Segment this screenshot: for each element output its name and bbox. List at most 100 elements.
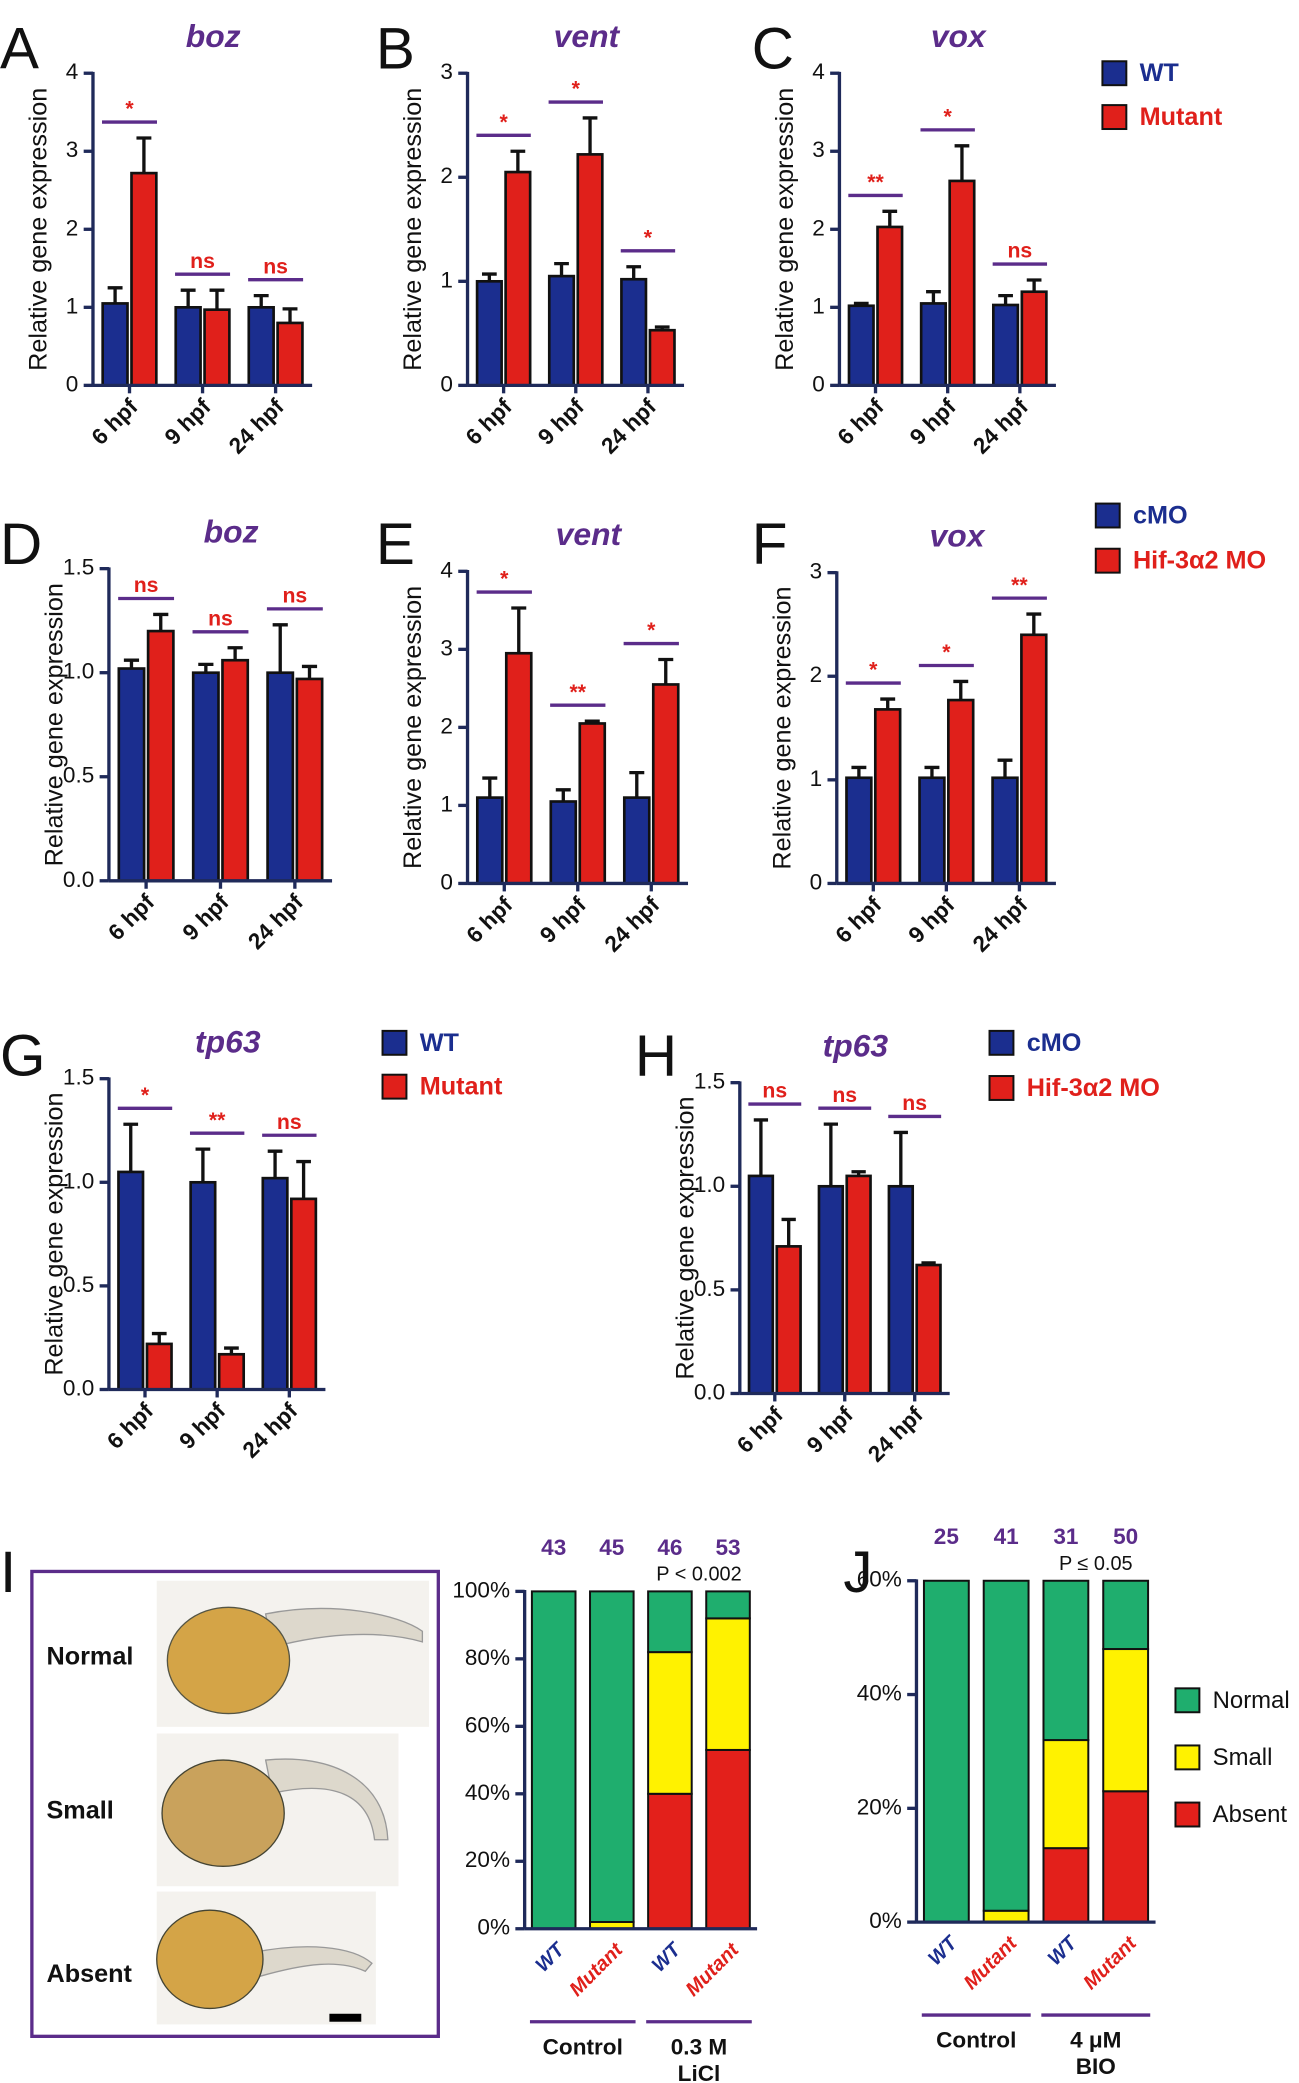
y-tick-label: 0% [869,1908,902,1933]
x-tick-label: WT [648,1938,687,1977]
significance-label: * [572,77,581,101]
chart-title: vent [556,516,623,552]
x-tick-label: 24 hpf [968,892,1033,957]
y-tick-label: 0.0 [63,1375,94,1400]
bar [266,671,295,883]
error-bar [481,272,497,282]
image-label: Small [46,1797,113,1825]
group-label: Control [936,2028,1016,2053]
bar [817,1184,845,1395]
y-tick-label: 2 [440,713,453,738]
group-label: 0.3 M [671,2034,727,2059]
bar [191,671,220,883]
image-frame [30,1569,440,2038]
panel-letter: B [376,17,415,82]
error-bar [227,646,243,661]
legend-swatch [381,1029,408,1056]
significance-label: ns [263,254,288,278]
x-tick-label: 9 hpf [535,892,591,948]
bar [549,800,578,885]
panel-letter: C [752,17,794,82]
chart-title: vox [931,18,987,54]
error-bar [180,288,196,308]
count-label: 46 [657,1535,682,1560]
count-label: 43 [541,1535,566,1560]
y-tick-label: 20% [465,1847,510,1872]
y-tick-label: 1.0 [63,659,94,684]
error-bar [296,1159,311,1199]
y-tick-label: 3 [440,635,453,660]
y-tick-label: 2 [810,662,823,687]
bar [576,153,604,387]
legend-swatch [381,1073,408,1100]
bar [948,179,976,387]
error-bar [654,325,670,331]
significance-label: ns [1007,239,1032,263]
x-tick-label: Mutant [1079,1931,1142,1994]
bar [504,170,532,387]
error-bar [136,136,152,174]
y-tick-label: 60% [857,1567,902,1592]
legend-label: Hif-3α2 MO [1133,547,1266,575]
significance-label: ** [570,680,587,704]
x-tick-label: 24 hpf [224,394,289,459]
error-bar [272,623,288,673]
x-tick-label: 24 hpf [600,892,665,957]
error-bar [954,144,970,181]
significance-label: ns [762,1079,787,1103]
error-bar [554,261,569,277]
bar [648,328,676,387]
x-tick-label: Mutant [960,1931,1023,1994]
y-tick-label: 0.5 [63,1272,94,1297]
image-label: Normal [46,1642,133,1670]
bar [130,171,158,387]
y-axis-label: Relative gene expression [771,88,799,371]
count-label: 45 [599,1535,624,1560]
x-tick-label: 9 hpf [533,394,589,450]
bar-segment [1042,1739,1090,1850]
bar [174,305,202,387]
count-label: 41 [994,1524,1019,1549]
bar-segment [589,1590,635,1924]
bar [620,277,648,387]
x-tick-label: 6 hpf [833,394,889,450]
legend-swatch [1094,547,1121,574]
y-tick-label: 0.0 [694,1379,725,1404]
y-tick-label: 0 [66,371,79,396]
bar-segment [647,1651,693,1795]
significance-label: * [499,110,508,134]
legend-label: Small [1213,1744,1273,1771]
bar [217,1352,246,1391]
error-bar [584,719,600,724]
bar [189,1180,217,1391]
x-tick-label: 24 hpf [596,394,661,459]
error-bar [921,1261,936,1266]
error-bar [851,1170,866,1176]
y-tick-label: 60% [465,1712,510,1737]
y-tick-label: 40% [857,1681,902,1706]
error-bar [153,612,169,632]
bar-segment [1042,1579,1090,1742]
y-tick-label: 3 [810,559,823,584]
error-bar [924,765,940,778]
significance-label: * [942,640,951,664]
legend-label: Mutant [420,1073,503,1101]
error-bar [482,776,498,798]
error-bar [823,1122,838,1187]
p-value: P ≤ 0.05 [1059,1553,1133,1575]
chart-title: tp63 [195,1024,261,1060]
bar [918,776,946,885]
count-label: 53 [715,1535,740,1560]
y-axis-label: Relative gene expression [399,88,427,371]
error-bar [511,606,527,654]
bar-segment [647,1792,693,1930]
significance-label: * [125,97,134,121]
error-bar [107,286,123,304]
x-tick-label: 6 hpf [732,1402,788,1458]
bar [845,776,873,885]
bar [221,658,250,883]
bar [276,321,304,387]
significance-label: * [141,1083,150,1107]
significance-label: * [869,658,878,682]
